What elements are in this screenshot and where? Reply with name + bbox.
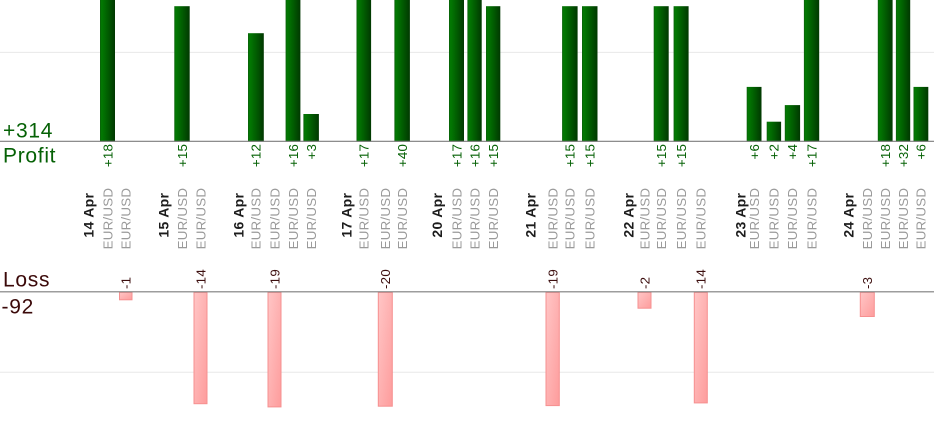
svg-text:EUR/USD: EUR/USD [100,188,115,250]
svg-text:Loss: Loss [3,269,50,292]
svg-text:+2: +2 [767,144,782,160]
svg-text:EUR/USD: EUR/USD [467,188,482,250]
svg-text:24 Apr: 24 Apr [841,192,857,237]
svg-text:EUR/USD: EUR/USD [357,188,372,250]
svg-text:EUR/USD: EUR/USD [674,188,689,250]
svg-text:+16: +16 [467,144,482,167]
svg-text:14 Apr: 14 Apr [81,192,97,237]
svg-text:+18: +18 [100,144,115,167]
svg-text:EUR/USD: EUR/USD [563,188,578,250]
svg-text:20 Apr: 20 Apr [429,192,445,237]
svg-text:+314: +314 [3,120,53,143]
svg-text:-2: -2 [637,277,652,289]
svg-text:EUR/USD: EUR/USD [637,188,652,250]
svg-text:23 Apr: 23 Apr [733,192,749,237]
svg-text:+17: +17 [357,144,372,167]
svg-text:-14: -14 [694,269,709,289]
svg-text:EUR/USD: EUR/USD [545,188,560,250]
svg-text:22 Apr: 22 Apr [621,192,637,237]
svg-text:+17: +17 [804,144,819,167]
svg-text:-14: -14 [193,269,208,289]
svg-text:EUR/USD: EUR/USD [896,188,911,250]
svg-text:EUR/USD: EUR/USD [878,188,893,250]
svg-text:-1: -1 [119,277,134,289]
svg-text:EUR/USD: EUR/USD [486,188,501,250]
svg-text:+6: +6 [914,144,929,160]
svg-text:+6: +6 [747,144,762,160]
svg-text:17 Apr: 17 Apr [339,192,355,237]
svg-text:+12: +12 [249,144,264,167]
svg-text:EUR/USD: EUR/USD [378,188,393,250]
svg-text:EUR/USD: EUR/USD [654,188,669,250]
svg-text:EUR/USD: EUR/USD [747,188,762,250]
svg-text:EUR/USD: EUR/USD [694,188,709,250]
svg-text:-3: -3 [860,277,875,289]
svg-text:EUR/USD: EUR/USD [767,188,782,250]
svg-text:-19: -19 [267,269,282,289]
svg-text:EUR/USD: EUR/USD [286,188,301,250]
svg-text:EUR/USD: EUR/USD [449,188,464,250]
svg-text:-92: -92 [2,295,34,318]
svg-text:EUR/USD: EUR/USD [175,188,190,250]
svg-text:EUR/USD: EUR/USD [249,188,264,250]
svg-text:+40: +40 [395,144,410,167]
svg-text:EUR/USD: EUR/USD [304,188,319,250]
svg-text:+15: +15 [654,144,669,167]
svg-text:EUR/USD: EUR/USD [395,188,410,250]
svg-text:+15: +15 [486,144,501,167]
svg-text:+15: +15 [674,144,689,167]
svg-text:EUR/USD: EUR/USD [119,188,134,250]
svg-text:+15: +15 [563,144,578,167]
svg-text:+32: +32 [896,144,911,167]
svg-text:+4: +4 [785,144,800,160]
svg-text:+15: +15 [583,144,598,167]
svg-text:+17: +17 [449,144,464,167]
svg-text:EUR/USD: EUR/USD [860,188,875,250]
svg-text:EUR/USD: EUR/USD [267,188,282,250]
svg-text:+3: +3 [304,144,319,160]
svg-text:EUR/USD: EUR/USD [583,188,598,250]
svg-text:+18: +18 [878,144,893,167]
svg-text:EUR/USD: EUR/USD [914,188,929,250]
svg-text:EUR/USD: EUR/USD [193,188,208,250]
svg-text:15 Apr: 15 Apr [156,192,172,237]
svg-text:-19: -19 [545,269,560,289]
svg-text:-20: -20 [378,269,393,289]
svg-text:+16: +16 [286,144,301,167]
svg-text:EUR/USD: EUR/USD [804,188,819,250]
svg-text:21 Apr: 21 Apr [523,192,539,237]
svg-text:Profit: Profit [3,144,56,167]
svg-text:+15: +15 [175,144,190,167]
svg-text:EUR/USD: EUR/USD [785,188,800,250]
svg-text:16 Apr: 16 Apr [231,192,247,237]
